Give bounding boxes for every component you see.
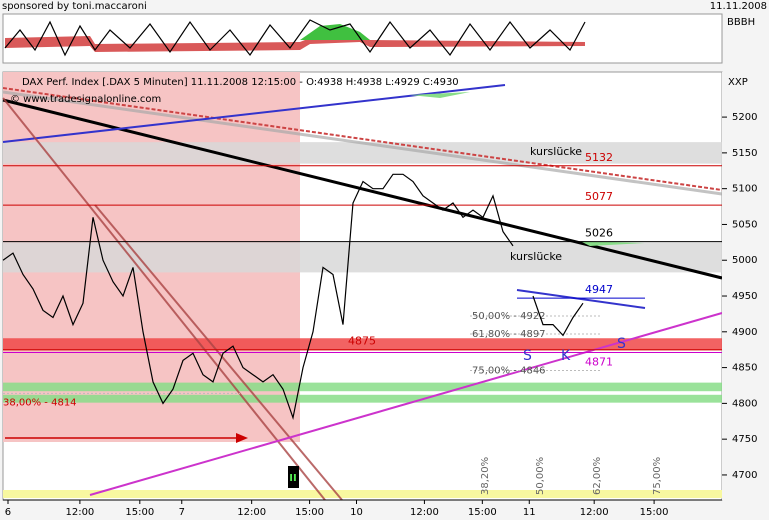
zone <box>3 394 722 403</box>
y-tick-label: 4750 <box>732 434 757 445</box>
x-tick-label: 10 <box>350 507 363 518</box>
indicator-histogram-positive <box>300 24 370 40</box>
level-label: 4875 <box>348 335 376 348</box>
y-tick-label: 4850 <box>732 363 757 374</box>
x-tick-label: 15:00 <box>125 507 154 518</box>
pattern-label: S <box>523 348 532 364</box>
zone <box>3 142 722 164</box>
x-tick-label: 15:00 <box>468 507 497 518</box>
x-tick-label: 12:00 <box>237 507 266 518</box>
time-fib-label: 38,20% <box>480 457 491 495</box>
y-tick-label: 4900 <box>732 327 757 338</box>
x-tick-label: 7 <box>179 507 185 518</box>
trend-line <box>516 289 646 309</box>
zone <box>3 242 722 273</box>
x-tick-label: 12:00 <box>65 507 94 518</box>
fib-label: 50,00% - 4922 <box>472 311 546 322</box>
highlight <box>410 92 470 98</box>
sponsor: sponsored by toni.maccaroni <box>2 1 147 12</box>
y-tick-label: 5050 <box>732 219 757 230</box>
fib-label: 75,00% - 4846 <box>472 365 546 376</box>
pattern-label: S <box>617 336 626 352</box>
y-tick-label: 4800 <box>732 398 757 409</box>
time-fib-label: 50,00% <box>535 457 546 495</box>
marker-box <box>288 466 299 488</box>
trend-line <box>89 312 723 496</box>
pattern-label: K <box>561 348 571 364</box>
x-tick-label: 11 <box>523 507 536 518</box>
chart-title: DAX Perf. Index [.DAX 5 Minuten] 11.11.2… <box>22 77 459 88</box>
x-tick-label: 6 <box>5 507 11 518</box>
arrow-head <box>236 433 248 443</box>
y-tick-label: 4950 <box>732 291 757 302</box>
y-axis-panel <box>722 72 769 500</box>
indicator-label: BBBH <box>727 17 755 28</box>
time-fib-label: 62,00% <box>592 457 603 495</box>
zone <box>3 338 722 351</box>
gap-label: kurslücke <box>510 250 562 263</box>
gap-label: kurslücke <box>530 145 582 158</box>
fib-label: 38,00% - 4814 <box>3 397 77 408</box>
price-line <box>2 173 584 420</box>
trend-line <box>2 90 723 196</box>
level-label: 4947 <box>585 283 613 296</box>
marker: II <box>289 473 296 484</box>
level-label: 5026 <box>585 227 613 240</box>
indicator-line <box>4 19 586 57</box>
x-tick-label: 15:00 <box>295 507 324 518</box>
indicator-histogram <box>5 34 585 52</box>
fib-label: 61,80% - 4897 <box>472 329 546 340</box>
y-tick-label: 5000 <box>732 255 757 266</box>
y-tick-label: 5150 <box>732 148 757 159</box>
zone <box>3 382 722 392</box>
y-tick-label: 5200 <box>732 112 757 123</box>
trend-line <box>2 98 723 280</box>
level-label: 4871 <box>585 356 613 369</box>
axis-label: XXP <box>728 77 748 88</box>
trend-line <box>2 97 326 501</box>
highlight <box>580 241 645 246</box>
level-label: 5077 <box>585 190 613 203</box>
y-tick-label: 4700 <box>732 470 757 481</box>
x-tick-label: 15:00 <box>640 507 669 518</box>
x-tick-label: 12:00 <box>410 507 439 518</box>
x-tick-label: 12:00 <box>580 507 609 518</box>
trend-line <box>2 87 723 191</box>
copyright: © www.tradesignalonline.com <box>10 94 161 105</box>
date: 11.11.2008 <box>710 1 767 12</box>
yellow-strip <box>3 490 722 498</box>
time-fib-label: 75,00% <box>652 457 663 495</box>
level-label: 5132 <box>585 151 613 164</box>
y-tick-label: 5100 <box>732 184 757 195</box>
